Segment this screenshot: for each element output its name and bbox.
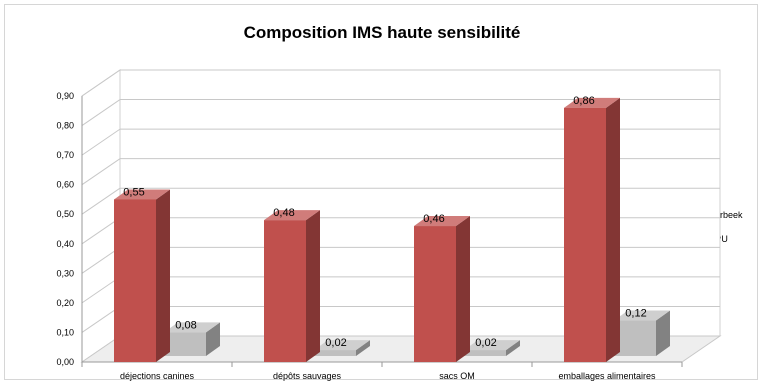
gridline-side [81,128,121,156]
data-label-etterbeek: 0,86 [573,95,594,107]
bar-etterbeek-top [414,216,470,227]
y-tick-label: 0,00 [56,357,74,367]
bar-avpu-side [506,340,520,356]
bar-avpu [164,332,206,356]
bar-avpu-side [656,310,670,356]
bar-etterbeek [114,199,156,362]
y-tick-label: 0,20 [56,298,74,308]
gridline-side [81,217,121,245]
gridline-side [81,246,121,274]
y-tick-label: 0,10 [56,327,74,337]
y-tick-label: 0,30 [56,268,74,278]
bar-etterbeek-top [564,97,620,108]
x-category-label: emballages alimentaires [558,371,656,381]
bar-etterbeek-top [114,189,170,200]
gridline-side [81,187,121,215]
bar-etterbeek [414,226,456,362]
bar-avpu-top [614,310,670,321]
bar-etterbeek-top [264,210,320,221]
y-tick-label: 0,50 [56,209,74,219]
bar-etterbeek-side [156,189,170,362]
y-tick-label: 0,40 [56,239,74,249]
bar-avpu-top [314,340,370,351]
data-label-avpu: 0,02 [475,337,496,349]
bar-avpu [314,350,356,356]
gridline-side [81,276,121,304]
bar-avpu [614,320,656,356]
bar-avpu-side [356,340,370,356]
bar-etterbeek-side [306,210,320,362]
y-tick-label: 0,90 [56,91,74,101]
bar-etterbeek-side [456,216,470,362]
y-tick-label: 0,60 [56,180,74,190]
data-label-etterbeek: 0,48 [273,207,294,219]
x-category-label: dépôts sauvages [273,371,342,381]
x-category-label: déjections canines [120,371,195,381]
gridline-side [81,306,121,333]
bar-avpu-top [164,322,220,333]
chart-title: Composition IMS haute sensibilité [243,23,521,42]
gridline-side [81,158,121,186]
bar-avpu-side [206,322,220,356]
data-label-avpu: 0,12 [625,308,646,320]
gridline-side [81,69,121,97]
bar-avpu [464,350,506,356]
data-label-avpu: 0,08 [175,319,196,331]
bar-avpu-top [464,340,520,351]
x-category-label: sacs OM [439,371,475,381]
legend-label-etterbeek: Etterbeek [704,210,743,220]
bar-etterbeek-side [606,97,620,363]
y-tick-label: 0,80 [56,121,74,131]
data-label-avpu: 0,02 [325,337,346,349]
data-label-etterbeek: 0,55 [123,186,144,198]
y-tick-label: 0,70 [56,150,74,160]
bar-etterbeek [264,220,306,362]
gridline-side [81,99,121,126]
bar-etterbeek [564,107,606,362]
data-label-etterbeek: 0,46 [423,213,444,225]
